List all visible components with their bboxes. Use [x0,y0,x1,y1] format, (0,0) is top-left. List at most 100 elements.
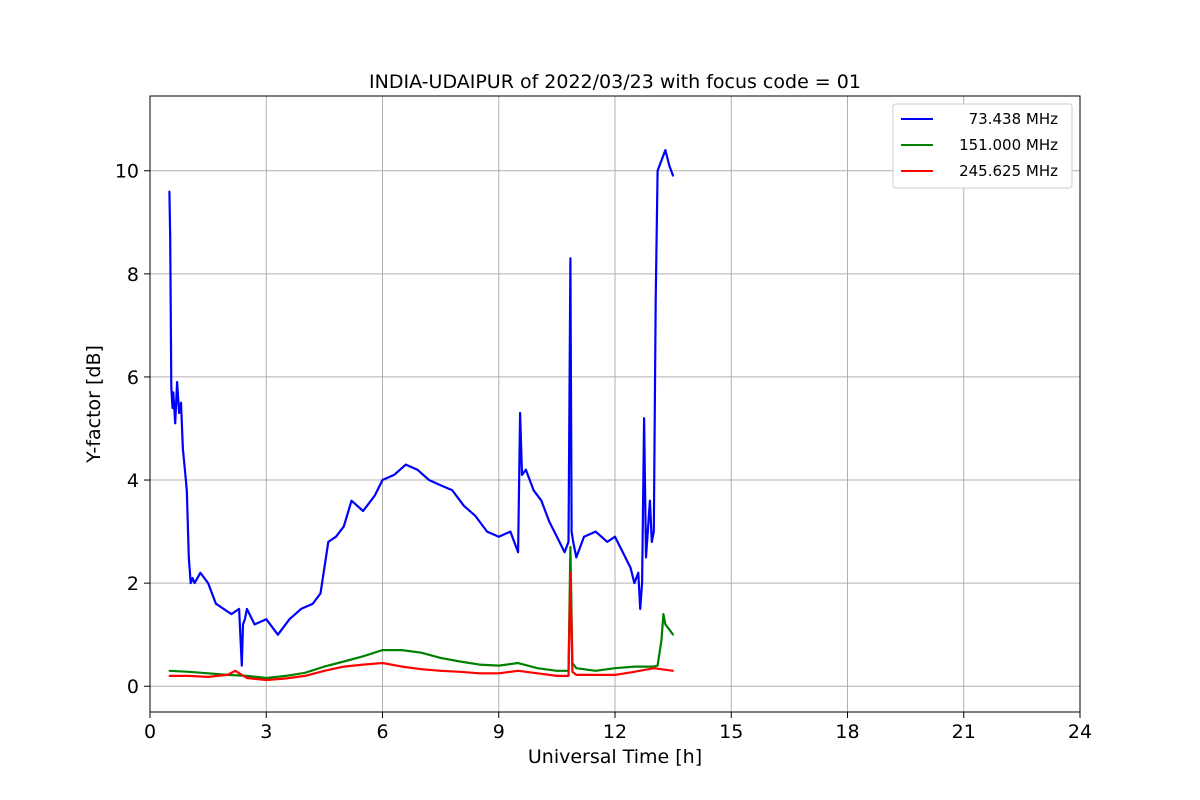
series-point [265,618,268,621]
series-point [519,412,521,414]
series-point [517,662,519,664]
series-point [246,608,248,610]
series-point [645,556,647,559]
series-point [614,667,616,670]
series-point [517,551,519,554]
series-point [633,670,636,673]
series-point [652,530,655,533]
series-layer [168,149,675,682]
legend-box [892,103,1073,189]
series-point [182,448,184,450]
series-point [171,407,174,409]
y-tick-label: 0 [127,676,139,698]
series-point [428,479,430,481]
series-point [265,679,268,681]
series-line-0 [168,149,675,667]
series-point [672,175,674,177]
series-point [311,602,314,605]
series-point [342,525,345,528]
series-point [567,675,570,677]
series-point [569,546,572,548]
series-point [509,530,512,533]
series-point [548,520,550,523]
series-point [381,649,384,651]
series-point [532,489,535,492]
series-point [244,618,246,621]
chart-title: INDIA-UDAIPUR of 2022/03/23 with focus c… [369,71,861,93]
series-point [242,623,244,626]
series-point [575,556,578,559]
x-tick-label: 24 [1068,721,1092,743]
series-point [185,489,188,492]
x-axis-label: Universal Time [h] [528,746,702,768]
series-point [304,675,306,677]
series-point [633,665,636,668]
y-tick-label: 6 [127,367,139,389]
series-point [629,566,632,569]
series-point [323,669,326,672]
series-point [439,484,442,487]
series-point [463,504,465,507]
series-point [497,672,500,675]
series-point [652,665,655,668]
legend-entry-label: 245.625 MHz [959,162,1058,180]
series-point [393,474,395,476]
series-point [572,541,575,543]
series-point [439,657,442,659]
series-point [207,672,210,675]
legend-entry-label: 73.438 MHz [969,110,1058,128]
legend-entry-label: 151.000 MHz [959,136,1058,154]
series-point [478,663,481,666]
series-point [517,669,519,672]
series-point [556,669,558,672]
series-point [362,510,364,512]
series-point [222,608,225,610]
y-axis-label: Y-factor [dB] [83,345,105,464]
series-point [184,468,186,471]
series-point [170,386,173,389]
x-tick-label: 21 [952,721,976,743]
series-point [451,489,454,492]
series-point [536,672,539,675]
series-point [656,664,659,667]
series-point [187,675,190,677]
series-point [643,417,645,420]
series-point [536,667,539,670]
series-point [169,236,172,239]
series-point [401,665,403,668]
series-point [207,676,210,678]
x-tick-label: 15 [719,721,743,743]
series-point [652,667,655,670]
series-point [172,391,175,394]
series-point [193,582,196,584]
y-tick-label: 2 [127,573,139,595]
series-point [654,298,657,301]
series-point [189,582,192,584]
series-point [594,669,597,672]
series-point [404,463,407,466]
series-point [575,667,578,670]
series-point [637,571,640,574]
series-point [649,499,651,502]
series-point [497,535,500,538]
series-point [277,633,279,636]
y-tick-label: 10 [115,161,139,183]
series-point [350,499,353,502]
series-point [672,633,674,636]
series-point [569,257,572,260]
series-point [570,530,573,533]
series-point [662,613,665,615]
series-point [187,670,190,673]
series-point [373,494,376,497]
x-tick-label: 12 [603,721,627,743]
series-point [672,669,674,672]
series-point [240,664,243,667]
series-point [327,541,330,543]
series-point [606,541,609,543]
series-point [556,675,558,677]
series-point [207,582,210,584]
series-point [575,674,578,676]
series-point [304,671,306,674]
series-point [525,468,527,471]
